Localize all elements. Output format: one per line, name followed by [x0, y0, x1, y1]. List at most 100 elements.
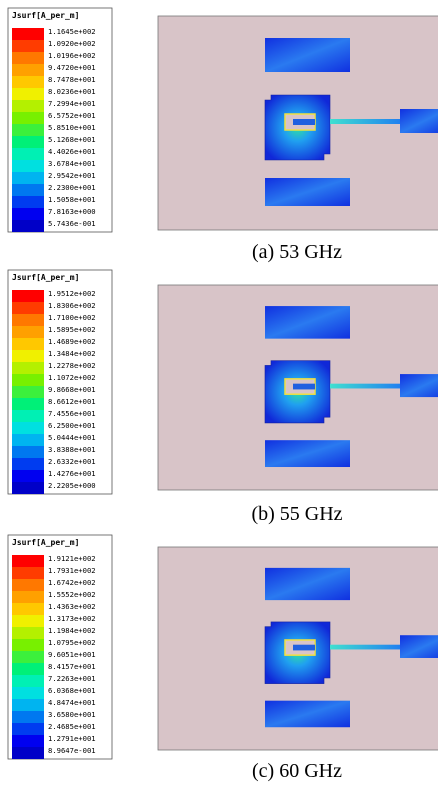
- caption: (c) 60 GHz: [252, 760, 342, 782]
- legend-swatch: [12, 184, 44, 196]
- legend-label: 1.0795e+002: [48, 638, 96, 647]
- legend-label: 1.6742e+002: [48, 578, 96, 587]
- legend-label: 1.4363e+002: [48, 602, 96, 611]
- legend-label: 5.7436e-001: [48, 219, 96, 228]
- legend-swatch: [12, 434, 44, 446]
- legend-swatch: [12, 398, 44, 410]
- legend-swatch: [12, 76, 44, 88]
- legend-label: 1.5058e+001: [48, 195, 96, 204]
- legend-swatch: [12, 124, 44, 136]
- legend-swatch: [12, 699, 44, 711]
- legend-swatch: [12, 675, 44, 687]
- legend-swatch: [12, 28, 44, 40]
- slot-inner: [293, 119, 315, 125]
- legend-swatch: [12, 172, 44, 184]
- legend-label: 1.2791e+001: [48, 734, 96, 743]
- panel: Jsurf[A_per_m] 1.9512e+002 1.8306e+002 1.71…: [7, 269, 438, 525]
- legend-swatch: [12, 350, 44, 362]
- legend-label: 1.4276e+001: [48, 469, 96, 478]
- legend-label: 1.3173e+002: [48, 614, 96, 623]
- legend-label: 9.4720e+001: [48, 63, 96, 72]
- legend-swatch: [12, 52, 44, 64]
- legend-swatch: [12, 64, 44, 76]
- legend-label: 1.5895e+002: [48, 325, 96, 334]
- legend-swatch: [12, 100, 44, 112]
- legend-label: 1.7931e+002: [48, 566, 96, 575]
- legend-swatch: [12, 196, 44, 208]
- legend-swatch: [12, 362, 44, 374]
- legend-swatch: [12, 639, 44, 651]
- legend-label: 1.2278e+002: [48, 361, 96, 370]
- legend-label: 1.0196e+002: [48, 51, 96, 60]
- legend-swatch: [12, 735, 44, 747]
- legend-label: 3.6580e+001: [48, 710, 96, 719]
- legend-swatch: [12, 386, 44, 398]
- legend-label: 3.8388e+001: [48, 445, 96, 454]
- legend-swatch: [12, 711, 44, 723]
- legend-swatch: [12, 136, 44, 148]
- legend-label: 7.8163e+000: [48, 207, 96, 216]
- panel: Jsurf[A_per_m] 1.9121e+002 1.7931e+002 1.67…: [7, 534, 438, 782]
- legend-label: 4.8474e+001: [48, 698, 96, 707]
- legend-swatch: [12, 591, 44, 603]
- feed-line: [330, 119, 400, 124]
- legend-label: 1.5552e+002: [48, 590, 96, 599]
- legend-swatch: [12, 112, 44, 124]
- legend-label: 2.9542e+001: [48, 171, 96, 180]
- legend-title: Jsurf[A_per_m]: [12, 11, 79, 20]
- panel: Jsurf[A_per_m] 1.1645e+002 1.0920e+002 1.01…: [7, 7, 438, 263]
- legend-label: 6.5752e+001: [48, 111, 96, 120]
- legend-label: 5.8510e+001: [48, 123, 96, 132]
- legend-label: 7.4556e+001: [48, 409, 96, 418]
- top-patch: [265, 38, 350, 72]
- legend-swatch: [12, 422, 44, 434]
- legend-swatch: [12, 160, 44, 172]
- slot-inner: [293, 644, 315, 651]
- legend-swatch: [12, 88, 44, 100]
- legend-label: 5.1268e+001: [48, 135, 96, 144]
- legend-swatch: [12, 627, 44, 639]
- legend-label: 3.6784e+001: [48, 159, 96, 168]
- legend-label: 2.2205e+000: [48, 481, 96, 490]
- legend-swatch: [12, 410, 44, 422]
- legend-label: 9.8668e+001: [48, 385, 96, 394]
- legend-label: 1.7100e+002: [48, 313, 96, 322]
- port-patch: [400, 374, 438, 398]
- legend-swatch: [12, 747, 44, 759]
- legend-title: Jsurf[A_per_m]: [12, 538, 79, 547]
- legend-label: 1.9121e+002: [48, 554, 96, 563]
- legend-label: 8.7478e+001: [48, 75, 96, 84]
- legend-swatch: [12, 290, 44, 302]
- legend-swatch: [12, 579, 44, 591]
- legend-label: 1.1984e+002: [48, 626, 96, 635]
- legend-swatch: [12, 482, 44, 494]
- legend-label: 1.8306e+002: [48, 301, 96, 310]
- legend-label: 1.9512e+002: [48, 289, 96, 298]
- legend-label: 7.2263e+001: [48, 674, 96, 683]
- legend-swatch: [12, 458, 44, 470]
- legend-swatch: [12, 555, 44, 567]
- caption: (b) 55 GHz: [251, 503, 342, 525]
- legend-label: 8.0236e+001: [48, 87, 96, 96]
- legend-swatch: [12, 446, 44, 458]
- legend-label: 2.6332e+001: [48, 457, 96, 466]
- legend-label: 1.1645e+002: [48, 27, 96, 36]
- feed-line: [330, 383, 400, 389]
- legend-swatch: [12, 220, 44, 232]
- legend-swatch: [12, 314, 44, 326]
- legend-label: 1.0920e+002: [48, 39, 96, 48]
- bottom-patch: [265, 440, 350, 468]
- legend-label: 4.4026e+001: [48, 147, 96, 156]
- legend-swatch: [12, 40, 44, 52]
- legend-swatch: [12, 651, 44, 663]
- legend-swatch: [12, 326, 44, 338]
- legend-label: 2.2300e+001: [48, 183, 96, 192]
- top-patch: [265, 306, 350, 339]
- port-patch: [400, 109, 438, 133]
- top-patch: [265, 567, 350, 601]
- legend-swatch: [12, 567, 44, 579]
- caption: (a) 53 GHz: [252, 241, 342, 263]
- legend-title: Jsurf[A_per_m]: [12, 273, 79, 282]
- legend-label: 5.0444e+001: [48, 433, 96, 442]
